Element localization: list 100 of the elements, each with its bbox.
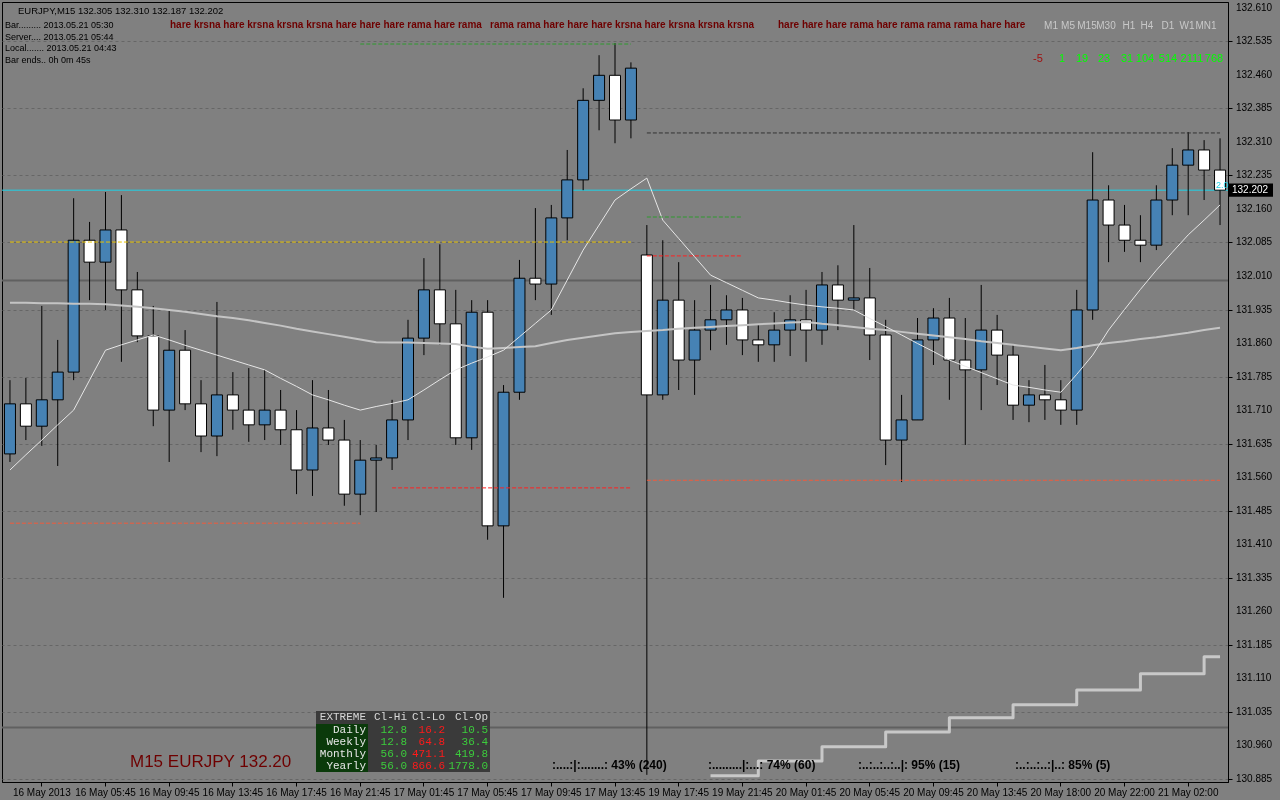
- annotation: 104: [1135, 52, 1155, 64]
- y-tick-label: 130.885: [1236, 772, 1273, 784]
- x-tick-label: 20 May 09:45: [903, 786, 965, 798]
- candlestick: [1022, 379, 1035, 423]
- y-tick-label: 131.035: [1236, 705, 1273, 717]
- annotation: 56.0: [380, 760, 407, 772]
- annotation: 419.8: [454, 748, 488, 760]
- annotation: Server.... 2013.05.21 05:44: [5, 32, 114, 42]
- chart-title: EURJPY,M15 132.305 132.310 132.187 132.202: [18, 5, 224, 16]
- annotation: 16.2: [418, 724, 445, 736]
- annotation: MN1: [1195, 20, 1217, 31]
- annotation: 1778.0: [448, 760, 488, 772]
- annotation: EXTREME: [319, 711, 367, 723]
- candlestick: [768, 311, 781, 363]
- x-tick-label: 17 May 13:45: [584, 786, 646, 798]
- annotation: 10.5: [461, 724, 488, 736]
- x-tick-label: 20 May 22:00: [1094, 786, 1156, 798]
- annotation: hare hare hare rama hare rama rama rama hare hare: [778, 19, 1026, 30]
- y-tick-label: 132.385: [1236, 102, 1273, 114]
- x-tick-label: 16 May 09:45: [138, 786, 200, 798]
- candlestick: [1198, 139, 1211, 201]
- y-tick-label: 131.185: [1236, 638, 1273, 650]
- annotation: Cl-Hi: [373, 711, 408, 723]
- candlestick: [370, 444, 383, 513]
- annotation: M1: [1044, 20, 1059, 31]
- y-tick-label: 131.485: [1236, 504, 1273, 516]
- annotation: Monthly: [319, 748, 367, 760]
- x-tick-label: 17 May 09:45: [521, 786, 583, 798]
- annotation: Local....... 2013.05.21 04:43: [5, 43, 117, 53]
- annotation: Yearly: [326, 760, 367, 772]
- x-tick-label: 20 May 01:45: [775, 786, 837, 798]
- x-tick-label: 19 May 21:45: [712, 786, 774, 798]
- x-tick-label: 16 May 05:45: [75, 786, 137, 798]
- annotation: -5: [1033, 52, 1043, 64]
- candlestick: [959, 317, 972, 446]
- x-tick-label: 20 May 05:45: [839, 786, 901, 798]
- annotation: Bar......... 2013.05.21 05:30: [5, 20, 114, 30]
- candlestick: [1182, 131, 1195, 216]
- candlestick: [19, 377, 32, 441]
- annotation: 23: [1097, 52, 1111, 64]
- annotation: Weekly: [326, 736, 367, 748]
- x-tick-label: 16 May 17:45: [266, 786, 328, 798]
- annotation: 56.0: [380, 748, 407, 760]
- annotation: M30: [1096, 20, 1117, 31]
- candlestick: [1134, 214, 1147, 263]
- y-tick-label: 131.335: [1236, 571, 1273, 583]
- y-tick-label: 130.960: [1236, 739, 1273, 751]
- candlestick: [1054, 379, 1067, 426]
- annotation: D1: [1161, 20, 1175, 31]
- x-tick-label: 17 May 01:45: [393, 786, 455, 798]
- y-tick-label: 131.110: [1236, 672, 1272, 684]
- annotation: Cl-Op: [454, 711, 488, 723]
- candlestick: [1118, 204, 1131, 253]
- y-tick-label: 131.785: [1236, 370, 1273, 382]
- candlestick: [927, 307, 940, 366]
- annotation: 1: [1058, 52, 1066, 64]
- annotation: 36.4: [461, 736, 489, 748]
- annotation: H4: [1140, 20, 1154, 31]
- annotation: Cl-Lo: [411, 711, 445, 723]
- x-tick-label: 17 May 05:45: [457, 786, 519, 798]
- x-tick-label: 19 May 17:45: [648, 786, 710, 798]
- y-tick-label: 132.310: [1236, 135, 1273, 147]
- candlestick: [226, 371, 239, 431]
- y-tick-label: 131.260: [1236, 605, 1273, 617]
- annotation: M5: [1061, 20, 1076, 31]
- x-tick-label: 16 May 2013: [12, 786, 72, 798]
- candlestick: [274, 389, 287, 446]
- annotation: M15 EURJPY 132.20: [130, 752, 292, 771]
- annotation: :..:..:..:|..: 85% (5): [1015, 758, 1111, 772]
- y-tick-label: 132.610: [1236, 1, 1273, 13]
- annotation: H1: [1122, 20, 1136, 31]
- x-tick-label: 21 May 02:00: [1157, 786, 1219, 798]
- annotation: 19: [1075, 52, 1089, 64]
- candlestick: [847, 224, 860, 311]
- y-tick-label: 131.560: [1236, 471, 1273, 483]
- annotation: 471.1: [411, 748, 446, 760]
- annotation: 12.8: [380, 736, 407, 748]
- candlestick: [1038, 364, 1051, 421]
- candlestick: [752, 324, 765, 363]
- annotation: Bar ends.. 0h 0m 45s: [5, 55, 92, 65]
- y-tick-label: 131.635: [1236, 437, 1273, 449]
- y-tick-label: 132.535: [1236, 35, 1273, 47]
- y-tick-label: 132.235: [1236, 169, 1273, 181]
- y-tick-label: 132.460: [1236, 68, 1273, 80]
- y-tick-label: 132.010: [1236, 270, 1273, 282]
- x-tick-label: 20 May 13:45: [966, 786, 1028, 798]
- candlestick: [322, 389, 335, 446]
- candlestick: [831, 264, 844, 331]
- line-series: [8, 301, 1222, 352]
- annotation: Daily: [332, 724, 367, 736]
- y-tick-label: 131.860: [1236, 337, 1273, 349]
- annotation: rama rama hare hare hare krsna hare krsna krsna krsna: [490, 19, 755, 30]
- annotation: 768: [1204, 52, 1224, 64]
- annotation: 12.8: [380, 724, 407, 736]
- y-tick-label: 131.935: [1236, 303, 1273, 315]
- candlestick: [242, 367, 255, 443]
- annotation: 64.8: [418, 736, 445, 748]
- y-tick-label: 131.410: [1236, 538, 1273, 550]
- annotation: W1: [1179, 20, 1195, 31]
- candlestick: [83, 221, 96, 301]
